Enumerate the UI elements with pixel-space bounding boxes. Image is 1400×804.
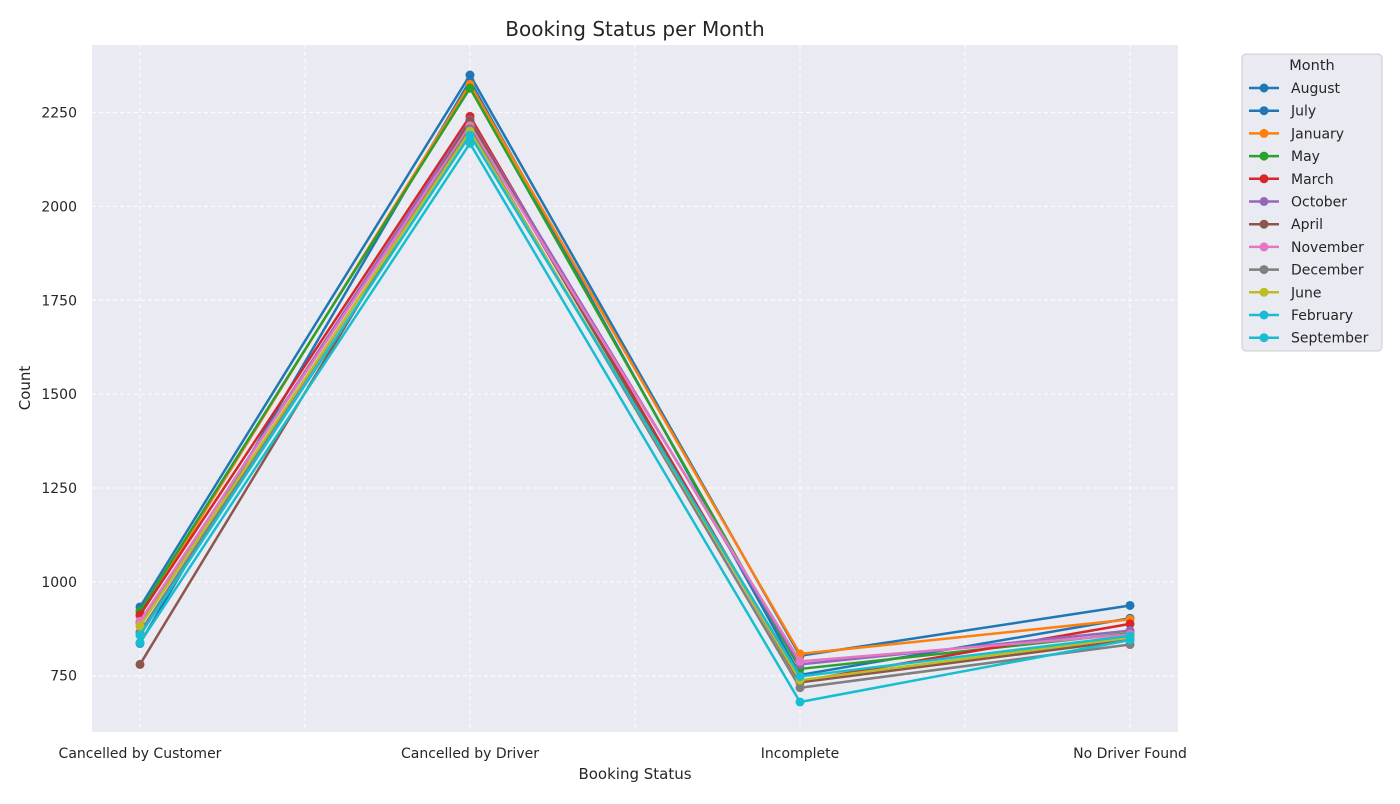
legend-marker	[1259, 287, 1269, 297]
y-tick-label: 1750	[41, 293, 77, 309]
data-point	[1125, 600, 1135, 610]
legend-label: February	[1291, 308, 1353, 324]
legend: Month August July January May March October Ap…	[1241, 53, 1383, 352]
data-point	[1125, 619, 1135, 629]
legend-label: April	[1291, 217, 1323, 233]
legend-marker	[1259, 197, 1269, 206]
legend-label: May	[1291, 149, 1320, 165]
series-layer	[135, 70, 1135, 707]
series-line	[138, 115, 1131, 683]
x-axis-label: Booking Status	[578, 765, 691, 783]
series-line	[138, 124, 1131, 663]
y-tick-label: 1500	[41, 387, 77, 403]
legend-label: June	[1290, 285, 1322, 301]
chart-title: Booking Status per Month	[505, 17, 764, 41]
legend-label: July	[1290, 104, 1316, 120]
x-tick-labels: Cancelled by Customer Cancelled by Driver…	[59, 746, 1187, 762]
data-point	[465, 130, 475, 140]
legend-marker	[1259, 265, 1269, 275]
data-point	[1125, 635, 1135, 645]
y-tick-label: 1000	[41, 575, 77, 591]
legend-label: January	[1290, 126, 1344, 142]
legend-marker	[1259, 151, 1269, 161]
legend-items: August July January May March October April Nov…	[1249, 81, 1369, 347]
x-tick-label: Cancelled by Customer	[59, 746, 222, 762]
legend-marker	[1259, 106, 1269, 116]
series-line	[138, 142, 1131, 704]
legend-marker	[1259, 83, 1269, 93]
series-line	[138, 133, 1131, 678]
legend-label: October	[1291, 195, 1347, 211]
legend-title: Month	[1289, 58, 1334, 74]
y-tick-label: 1250	[41, 481, 77, 497]
legend-marker	[1259, 174, 1269, 184]
legend-label: September	[1291, 331, 1369, 347]
data-point	[795, 656, 805, 666]
legend-marker	[1259, 219, 1269, 229]
data-point	[795, 683, 805, 693]
y-tick-label: 2250	[41, 106, 77, 122]
legend-marker	[1259, 333, 1269, 343]
x-tick-label: Cancelled by Driver	[401, 746, 539, 762]
data-point	[135, 638, 145, 648]
series-line	[138, 73, 1131, 658]
data-point	[795, 697, 805, 707]
y-axis-label: Count	[16, 366, 34, 411]
data-point	[135, 659, 145, 669]
legend-box	[1241, 53, 1383, 352]
data-point	[465, 83, 475, 93]
legend-marker	[1259, 242, 1269, 252]
legend-label: November	[1291, 240, 1364, 256]
data-point	[135, 621, 145, 631]
legend-label: March	[1291, 172, 1334, 188]
data-point	[795, 671, 805, 681]
y-tick-label: 750	[50, 669, 77, 685]
y-tick-labels: 750 1000 1250 1500 1750 2000 2250	[41, 106, 77, 685]
legend-label: December	[1291, 263, 1364, 279]
y-tick-label: 2000	[41, 199, 77, 215]
x-tick-label: No Driver Found	[1073, 746, 1187, 762]
legend-marker	[1259, 128, 1269, 138]
legend-marker	[1259, 310, 1269, 320]
x-tick-label: Incomplete	[761, 746, 839, 762]
data-point	[465, 138, 475, 148]
legend-label: August	[1291, 81, 1341, 97]
series-line	[138, 86, 1131, 671]
